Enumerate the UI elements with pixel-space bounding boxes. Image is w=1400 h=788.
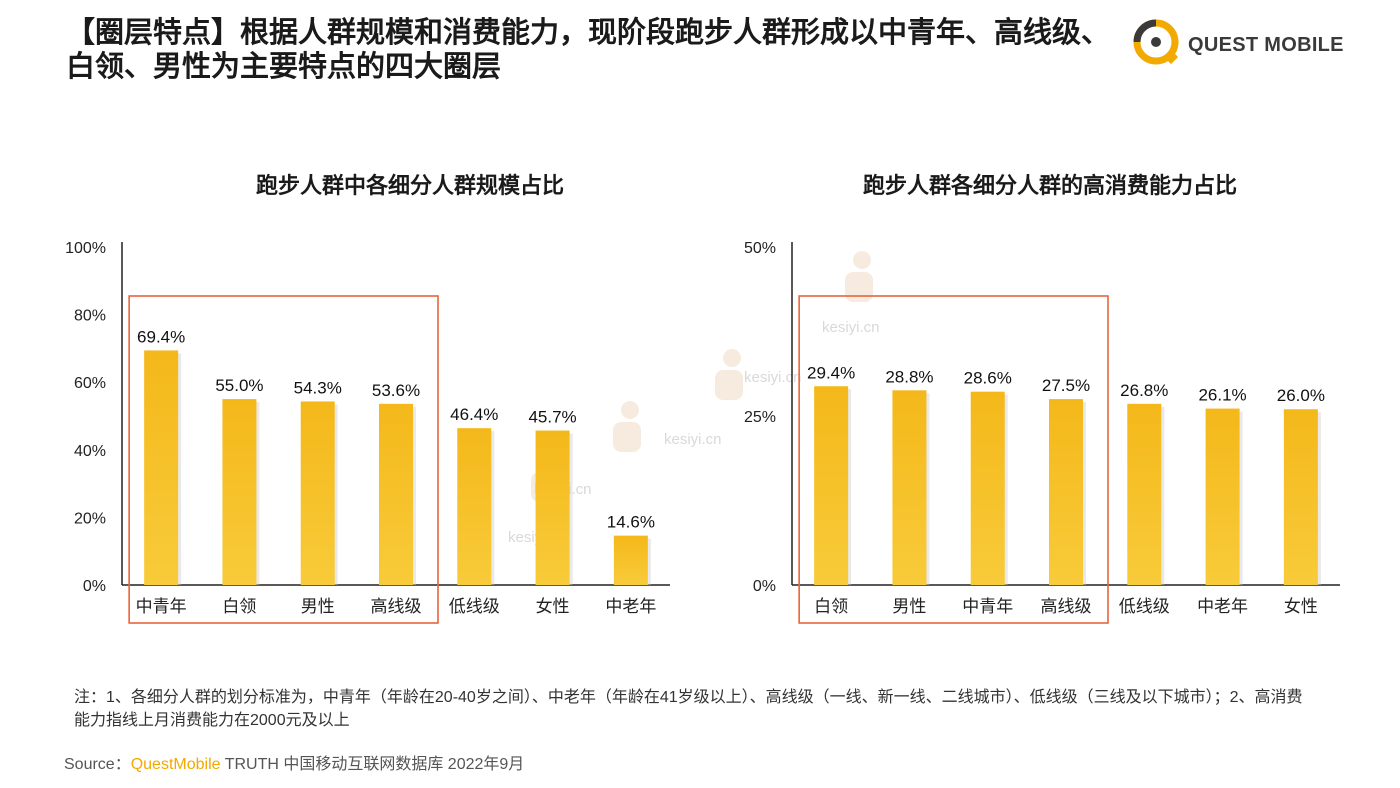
logo-mark-icon [1133,19,1179,65]
right-ytick-label: 0% [753,578,776,595]
right-ytick-label: 25% [744,409,776,426]
logo-text: QUEST MOBILE [1188,34,1344,56]
right-bar [1049,399,1083,585]
left-bar [457,428,492,585]
left-category-label: 中老年 [605,597,656,616]
left-bar [300,401,335,585]
left-value-label: 53.6% [372,381,420,400]
left-category-label: 男性 [301,597,335,616]
left-ytick-label: 20% [74,510,106,527]
watermark-text: kesiyi.cn [822,319,880,336]
right-ytick-label: 50% [744,240,776,257]
source-line: Source：QuestMobile TRUTH 中国移动互联网数据库 2022… [64,750,524,774]
left-category-label: 低线级 [449,597,500,616]
right-value-label: 26.0% [1277,386,1325,405]
left-value-label: 54.3% [294,378,342,397]
left-value-label: 46.4% [450,405,498,424]
left-highlight-box [128,295,439,624]
right-category-label: 低线级 [1119,597,1170,616]
page-title: 【圈层特点】根据人群规模和消费能力，现阶段跑步人群形成以中青年、高线级、白领、男… [66,17,1111,83]
left-ytick-label: 60% [74,375,106,392]
left-category-label: 高线级 [371,597,422,616]
right-bar [814,386,849,585]
right-value-label: 28.6% [964,369,1012,388]
right-bar [1127,403,1162,585]
left-category-label: 中青年 [136,597,187,616]
right-value-label: 27.5% [1042,376,1090,395]
left-category-label: 女性 [536,597,570,616]
right-bar [1283,409,1318,585]
left-value-label: 45.7% [528,408,576,427]
watermark-text: kesiyi.cn [664,431,722,448]
left-ytick-label: 80% [74,308,106,325]
source-brand: QuestMobile [130,756,221,773]
right-value-label: 26.8% [1120,381,1168,400]
footnote: 注：1、各细分人群的划分标准为，中青年（年龄在20-40岁之间）、中老年（年龄在… [74,689,1303,729]
left-value-label: 55.0% [215,376,263,395]
right-value-label: 26.1% [1198,386,1246,405]
left-value-label: 14.6% [607,513,655,532]
left-ytick-label: 100% [65,240,106,257]
left-bar [379,403,413,585]
right-category-label: 中老年 [1197,597,1248,616]
right-bar [970,391,1005,585]
right-highlight-box [798,295,1109,624]
left-bar [535,430,570,585]
right-category-label: 中青年 [962,597,1013,616]
source-label: Source： [64,756,131,773]
left-chart-title: 跑步人群中各细分人群规模占比 [255,173,564,198]
source-rest: TRUTH 中国移动互联网数据库 2022年9月 [220,756,525,773]
right-chart-title: 跑步人群各细分人群的高消费能力占比 [862,173,1237,198]
right-bar [892,390,927,585]
right-category-label: 男性 [892,597,926,616]
right-category-label: 白领 [814,597,848,616]
watermark-text: kesiyi.cn [744,369,802,386]
right-bar-chart: 0% 25% 50% 29.4% 白领 28.8% 男性 28.6% 中青年 27.5% 高线级 26… [744,240,1340,624]
quest-mobile-logo: QUEST MOBILE [1130,14,1350,70]
left-ytick-label: 40% [74,443,106,460]
right-value-label: 29.4% [807,363,855,382]
right-category-label: 高线级 [1041,597,1092,616]
left-value-label: 69.4% [137,327,185,346]
right-bar [1205,408,1240,585]
left-bar [144,350,179,585]
left-bar [613,535,648,585]
left-ytick-label: 0% [83,578,106,595]
left-bar [222,399,257,585]
left-category-label: 白领 [222,597,256,616]
right-value-label: 28.8% [885,367,933,386]
left-bar-chart: 0% 20% 40% 60% 80% 100% 69.4% 中青年 55.0% 白领 54.3% 男性… [65,240,670,624]
right-category-label: 女性 [1284,597,1318,616]
